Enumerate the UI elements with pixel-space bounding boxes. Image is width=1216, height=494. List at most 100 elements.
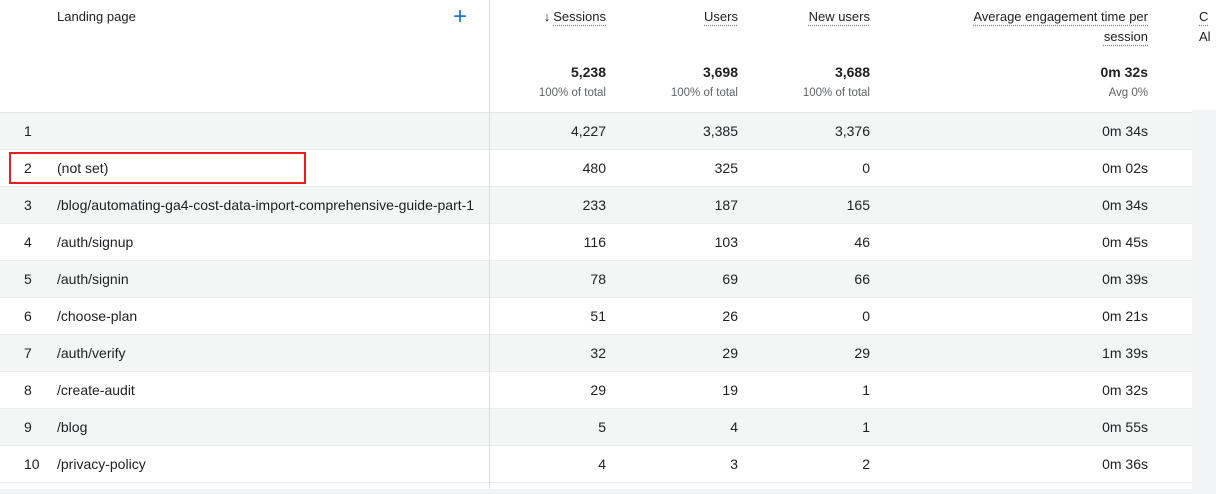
avg-engagement-cell: 0m 02s: [1102, 160, 1148, 176]
landing-page-cell: /blog/automating-ga4-cost-data-import-co…: [57, 197, 475, 213]
bottom-edge-background: [0, 489, 1216, 494]
landing-page-cell: /auth/signup: [57, 234, 134, 250]
avg-engagement-cell: 0m 55s: [1102, 419, 1148, 435]
right-edge-background: [1192, 110, 1216, 494]
landing-page-cell: /auth/signin: [57, 271, 129, 287]
avg-engagement-cell: 0m 32s: [1102, 382, 1148, 398]
users-cell: 325: [714, 160, 738, 176]
new-users-header-cell: New users: [738, 7, 870, 27]
sessions-header-label: Sessions: [553, 9, 606, 24]
total-new-users-subtext: 100% of total: [802, 87, 870, 99]
sessions-cell: 4,227: [570, 123, 606, 139]
sessions-cell: 78: [590, 271, 606, 287]
new-users-cell: 1: [862, 382, 870, 398]
sessions-cell: 32: [590, 345, 606, 361]
users-cell: 3,385: [702, 123, 738, 139]
row-index-cell: 3: [24, 197, 32, 213]
column-header-users[interactable]: Users: [704, 9, 738, 24]
total-users-value: 3,698: [702, 64, 738, 80]
new-users-cell: 3,376: [834, 123, 870, 139]
users-cell: 103: [714, 234, 738, 250]
table-row: 3 /blog/automating-ga4-cost-data-import-…: [0, 187, 1192, 224]
total-avg-engagement-value: 0m 32s: [1100, 64, 1148, 80]
totals-sessions-cell: 5,238 100% of total: [489, 64, 606, 100]
users-header-cell: Users: [606, 7, 738, 27]
column-header-avg-engagement[interactable]: Average engagement time per session: [973, 9, 1148, 44]
new-users-cell: 1: [862, 419, 870, 435]
table-row: 7 /auth/verify 32 29 29 1m 39s: [0, 335, 1192, 372]
landing-page-cell: /privacy-policy: [57, 456, 146, 472]
highlight-annotation-box: [9, 152, 306, 184]
sessions-cell: 4: [598, 456, 606, 472]
sessions-cell: 480: [582, 160, 606, 176]
new-users-cell: 0: [862, 160, 870, 176]
totals-avg-engagement-cell: 0m 32s Avg 0%: [870, 64, 1148, 100]
avg-engagement-cell: 0m 39s: [1102, 271, 1148, 287]
new-users-cell: 29: [854, 345, 870, 361]
landing-page-cell: /choose-plan: [57, 308, 138, 324]
new-users-cell: 66: [854, 271, 870, 287]
landing-page-cell: (not set): [57, 160, 109, 176]
table-row: 6 /choose-plan 51 26 0 0m 21s: [0, 298, 1192, 335]
table-row: 5 /auth/signin 78 69 66 0m 39s: [0, 261, 1192, 298]
avg-engagement-cell: 0m 36s: [1102, 456, 1148, 472]
users-cell: 69: [722, 271, 738, 287]
column-divider: [489, 0, 490, 489]
table-body: 1 4,227 3,385 3,376 0m 34s 2 (not set) 4…: [0, 113, 1192, 483]
landing-page-cell: /blog: [57, 419, 88, 435]
table-row: 8 /create-audit 29 19 1 0m 32s: [0, 372, 1192, 409]
dimension-header-cell: Landing page +: [57, 3, 489, 30]
truncated-column-header: C Al: [1199, 7, 1211, 47]
row-index-cell: 8: [24, 382, 32, 398]
sessions-header-cell: ↓ Sessions: [489, 7, 606, 27]
landing-page-cell: /create-audit: [57, 382, 135, 398]
add-dimension-icon[interactable]: +: [452, 3, 467, 30]
column-header-row: Landing page + ↓ Sessions Users New users…: [0, 0, 1192, 56]
avg-engagement-cell: 0m 45s: [1102, 234, 1148, 250]
avg-engagement-cell: 0m 21s: [1102, 308, 1148, 324]
sessions-cell: 233: [582, 197, 606, 213]
table-row: 9 /blog 5 4 1 0m 55s: [0, 409, 1192, 446]
row-index-cell: 5: [24, 271, 32, 287]
new-users-cell: 46: [854, 234, 870, 250]
column-header-new-users[interactable]: New users: [808, 9, 870, 24]
avg-engagement-cell: 0m 34s: [1102, 197, 1148, 213]
sessions-cell: 5: [598, 419, 606, 435]
row-index-cell: 10: [24, 456, 40, 472]
row-index-cell: 9: [24, 419, 32, 435]
sessions-cell: 51: [590, 308, 606, 324]
users-cell: 19: [722, 382, 738, 398]
new-users-cell: 0: [862, 308, 870, 324]
users-cell: 29: [722, 345, 738, 361]
sort-descending-icon: ↓: [543, 9, 551, 24]
users-cell: 3: [730, 456, 738, 472]
users-cell: 187: [714, 197, 738, 213]
row-index-cell: 6: [24, 308, 32, 324]
table-row: 4 /auth/signup 116 103 46 0m 45s: [0, 224, 1192, 261]
table-row: 1 4,227 3,385 3,376 0m 34s: [0, 113, 1192, 150]
sessions-cell: 29: [590, 382, 606, 398]
totals-new-users-cell: 3,688 100% of total: [738, 64, 870, 100]
column-header-sessions[interactable]: ↓ Sessions: [544, 9, 606, 24]
total-avg-engagement-subtext: Avg 0%: [1108, 87, 1148, 99]
new-users-cell: 2: [862, 456, 870, 472]
row-index-cell: 2: [24, 160, 32, 176]
totals-users-cell: 3,698 100% of total: [606, 64, 738, 100]
users-cell: 4: [730, 419, 738, 435]
row-index-cell: 1: [24, 123, 32, 139]
dimension-header-landing-page[interactable]: Landing page: [57, 9, 136, 24]
truncated-header-line2: Al: [1199, 29, 1211, 44]
table-row: 10 /privacy-policy 4 3 2 0m 36s: [0, 446, 1192, 483]
table-row: 2 (not set) 480 325 0 0m 02s: [0, 150, 1192, 187]
avg-engagement-cell: 1m 39s: [1102, 345, 1148, 361]
total-sessions-subtext: 100% of total: [538, 87, 606, 99]
row-index-cell: 7: [24, 345, 32, 361]
totals-row: 5,238 100% of total 3,698 100% of total …: [0, 64, 1192, 100]
truncated-header-line1: C: [1199, 9, 1209, 24]
landing-page-cell: /auth/verify: [57, 345, 126, 361]
avg-engagement-header-cell: Average engagement time per session: [870, 7, 1148, 47]
total-sessions-value: 5,238: [570, 64, 606, 80]
new-users-cell: 165: [846, 197, 870, 213]
total-new-users-value: 3,688: [834, 64, 870, 80]
